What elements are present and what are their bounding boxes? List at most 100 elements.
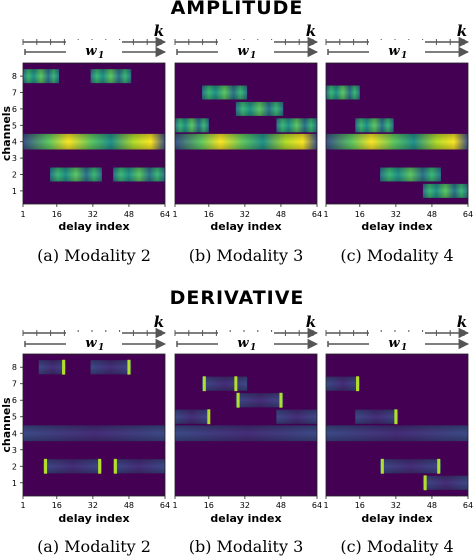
heatmap-band-shade: [276, 409, 317, 424]
panel-caption: (c) Modality 4: [340, 246, 453, 265]
x-tick-label: 32: [391, 501, 401, 510]
heatmap-band-shade: [202, 85, 248, 100]
derivative-spike-ch5: [394, 409, 398, 425]
heatmap-band-shade: [202, 376, 248, 391]
x-tick-label: 32: [88, 210, 98, 219]
x-tick-label: 64: [312, 210, 322, 219]
heatmap-band-shade: [235, 393, 284, 408]
k-label: k: [154, 22, 164, 40]
panel-caption: (c) Modality 4: [340, 537, 453, 556]
w-label: w: [85, 44, 97, 59]
plot-frame: [174, 353, 318, 497]
heatmap-band-shade: [175, 118, 209, 133]
heatmap-background: [23, 354, 165, 496]
w-label-bg: [218, 40, 274, 56]
w-label-subscript: 1: [98, 343, 104, 353]
section-title-amplitude: AMPLITUDE: [171, 0, 304, 19]
derivative-spike-ch8: [62, 359, 66, 375]
heatmap-band-shade: [175, 409, 209, 424]
x-tick-label: 64: [312, 501, 322, 510]
y-tick-label: 1: [12, 187, 17, 196]
w-label-bg: [369, 332, 425, 348]
x-tick-label: 1: [323, 210, 328, 219]
y-tick-label: 2: [12, 170, 17, 179]
w-label-subscript: 1: [401, 343, 407, 353]
x-tick-label: 32: [88, 501, 98, 510]
y-tick-label: 7: [12, 89, 17, 98]
panel-caption: (a) Modality 2: [37, 246, 151, 265]
heatmap-band-shade: [90, 69, 132, 84]
heatmap-band-shade: [23, 425, 165, 442]
y-tick-label: 8: [12, 72, 17, 81]
y-tick-label: 6: [12, 396, 17, 405]
derivative-spike-ch2: [98, 458, 102, 474]
y-tick-label: 5: [12, 121, 17, 130]
heatmap-background: [326, 63, 468, 204]
x-tick-label: 48: [124, 501, 134, 510]
plot-frame: [22, 353, 166, 497]
plot-frame: [174, 62, 318, 205]
x-tick-label: 32: [240, 501, 250, 510]
heatmap-band-shade: [23, 133, 165, 150]
x-tick-label: 32: [240, 210, 250, 219]
heatmap-band-shade: [355, 118, 394, 133]
plot-frame: [22, 62, 166, 205]
derivative-spike-ch2: [380, 458, 384, 474]
w-label-subscript: 1: [401, 51, 407, 61]
x-tick-label: 1: [172, 210, 177, 219]
x-tick-label: 16: [204, 501, 214, 510]
heatmap-band-shade: [326, 376, 360, 391]
x-tick-label: 48: [124, 210, 134, 219]
heatmap-band-shade: [326, 425, 468, 442]
x-axis-label: delay index: [58, 220, 129, 233]
w-label: w: [388, 44, 400, 59]
heatmap-background: [326, 354, 468, 496]
k-label: k: [154, 313, 164, 331]
x-tick-label: 64: [463, 210, 473, 219]
x-axis-label: delay index: [361, 512, 432, 525]
x-tick-label: 64: [160, 501, 170, 510]
heatmap-band-shade: [326, 133, 468, 150]
panel-caption: (a) Modality 2: [37, 537, 151, 556]
k-label: k: [306, 313, 316, 331]
derivative-spike-ch5: [207, 409, 211, 425]
y-tick-label: 6: [12, 105, 17, 114]
heatmap-band-shade: [175, 425, 317, 442]
y-tick-label: 5: [12, 413, 17, 422]
heatmap-band-shade: [113, 167, 165, 182]
heatmap-band-shade: [380, 167, 441, 182]
derivative-spike-ch7: [202, 376, 206, 392]
x-tick-label: 32: [391, 210, 401, 219]
x-axis-label: delay index: [361, 220, 432, 233]
y-axis-label: channels: [0, 105, 13, 161]
x-axis-label: delay index: [210, 512, 281, 525]
x-tick-label: 48: [427, 210, 437, 219]
heatmap-band-shade: [355, 409, 399, 424]
heatmap-band-shade: [380, 459, 441, 474]
x-tick-label: 48: [276, 501, 286, 510]
y-tick-label: 4: [12, 138, 17, 147]
w-label: w: [85, 336, 97, 351]
heatmap-band-shade: [326, 85, 360, 100]
derivative-spike-ch6: [279, 392, 283, 408]
panel-caption: (b) Modality 3: [189, 537, 304, 556]
y-tick-label: 7: [12, 380, 17, 389]
heatmap-band-shade: [50, 167, 102, 182]
y-tick-label: 2: [12, 462, 17, 471]
derivative-spike-ch7: [234, 376, 238, 392]
k-label: k: [457, 22, 467, 40]
heatmap-band-shade: [23, 69, 60, 84]
y-tick-label: 4: [12, 429, 17, 438]
w-label-bg: [66, 40, 122, 56]
heatmap-background: [175, 354, 317, 496]
heatmap-band-shade: [422, 475, 468, 490]
x-axis-label: delay index: [210, 220, 281, 233]
heatmap-band-shade: [113, 459, 165, 474]
derivative-spike-ch6: [236, 392, 240, 408]
derivative-spike-ch2: [437, 458, 441, 474]
w-label-subscript: 1: [250, 343, 256, 353]
